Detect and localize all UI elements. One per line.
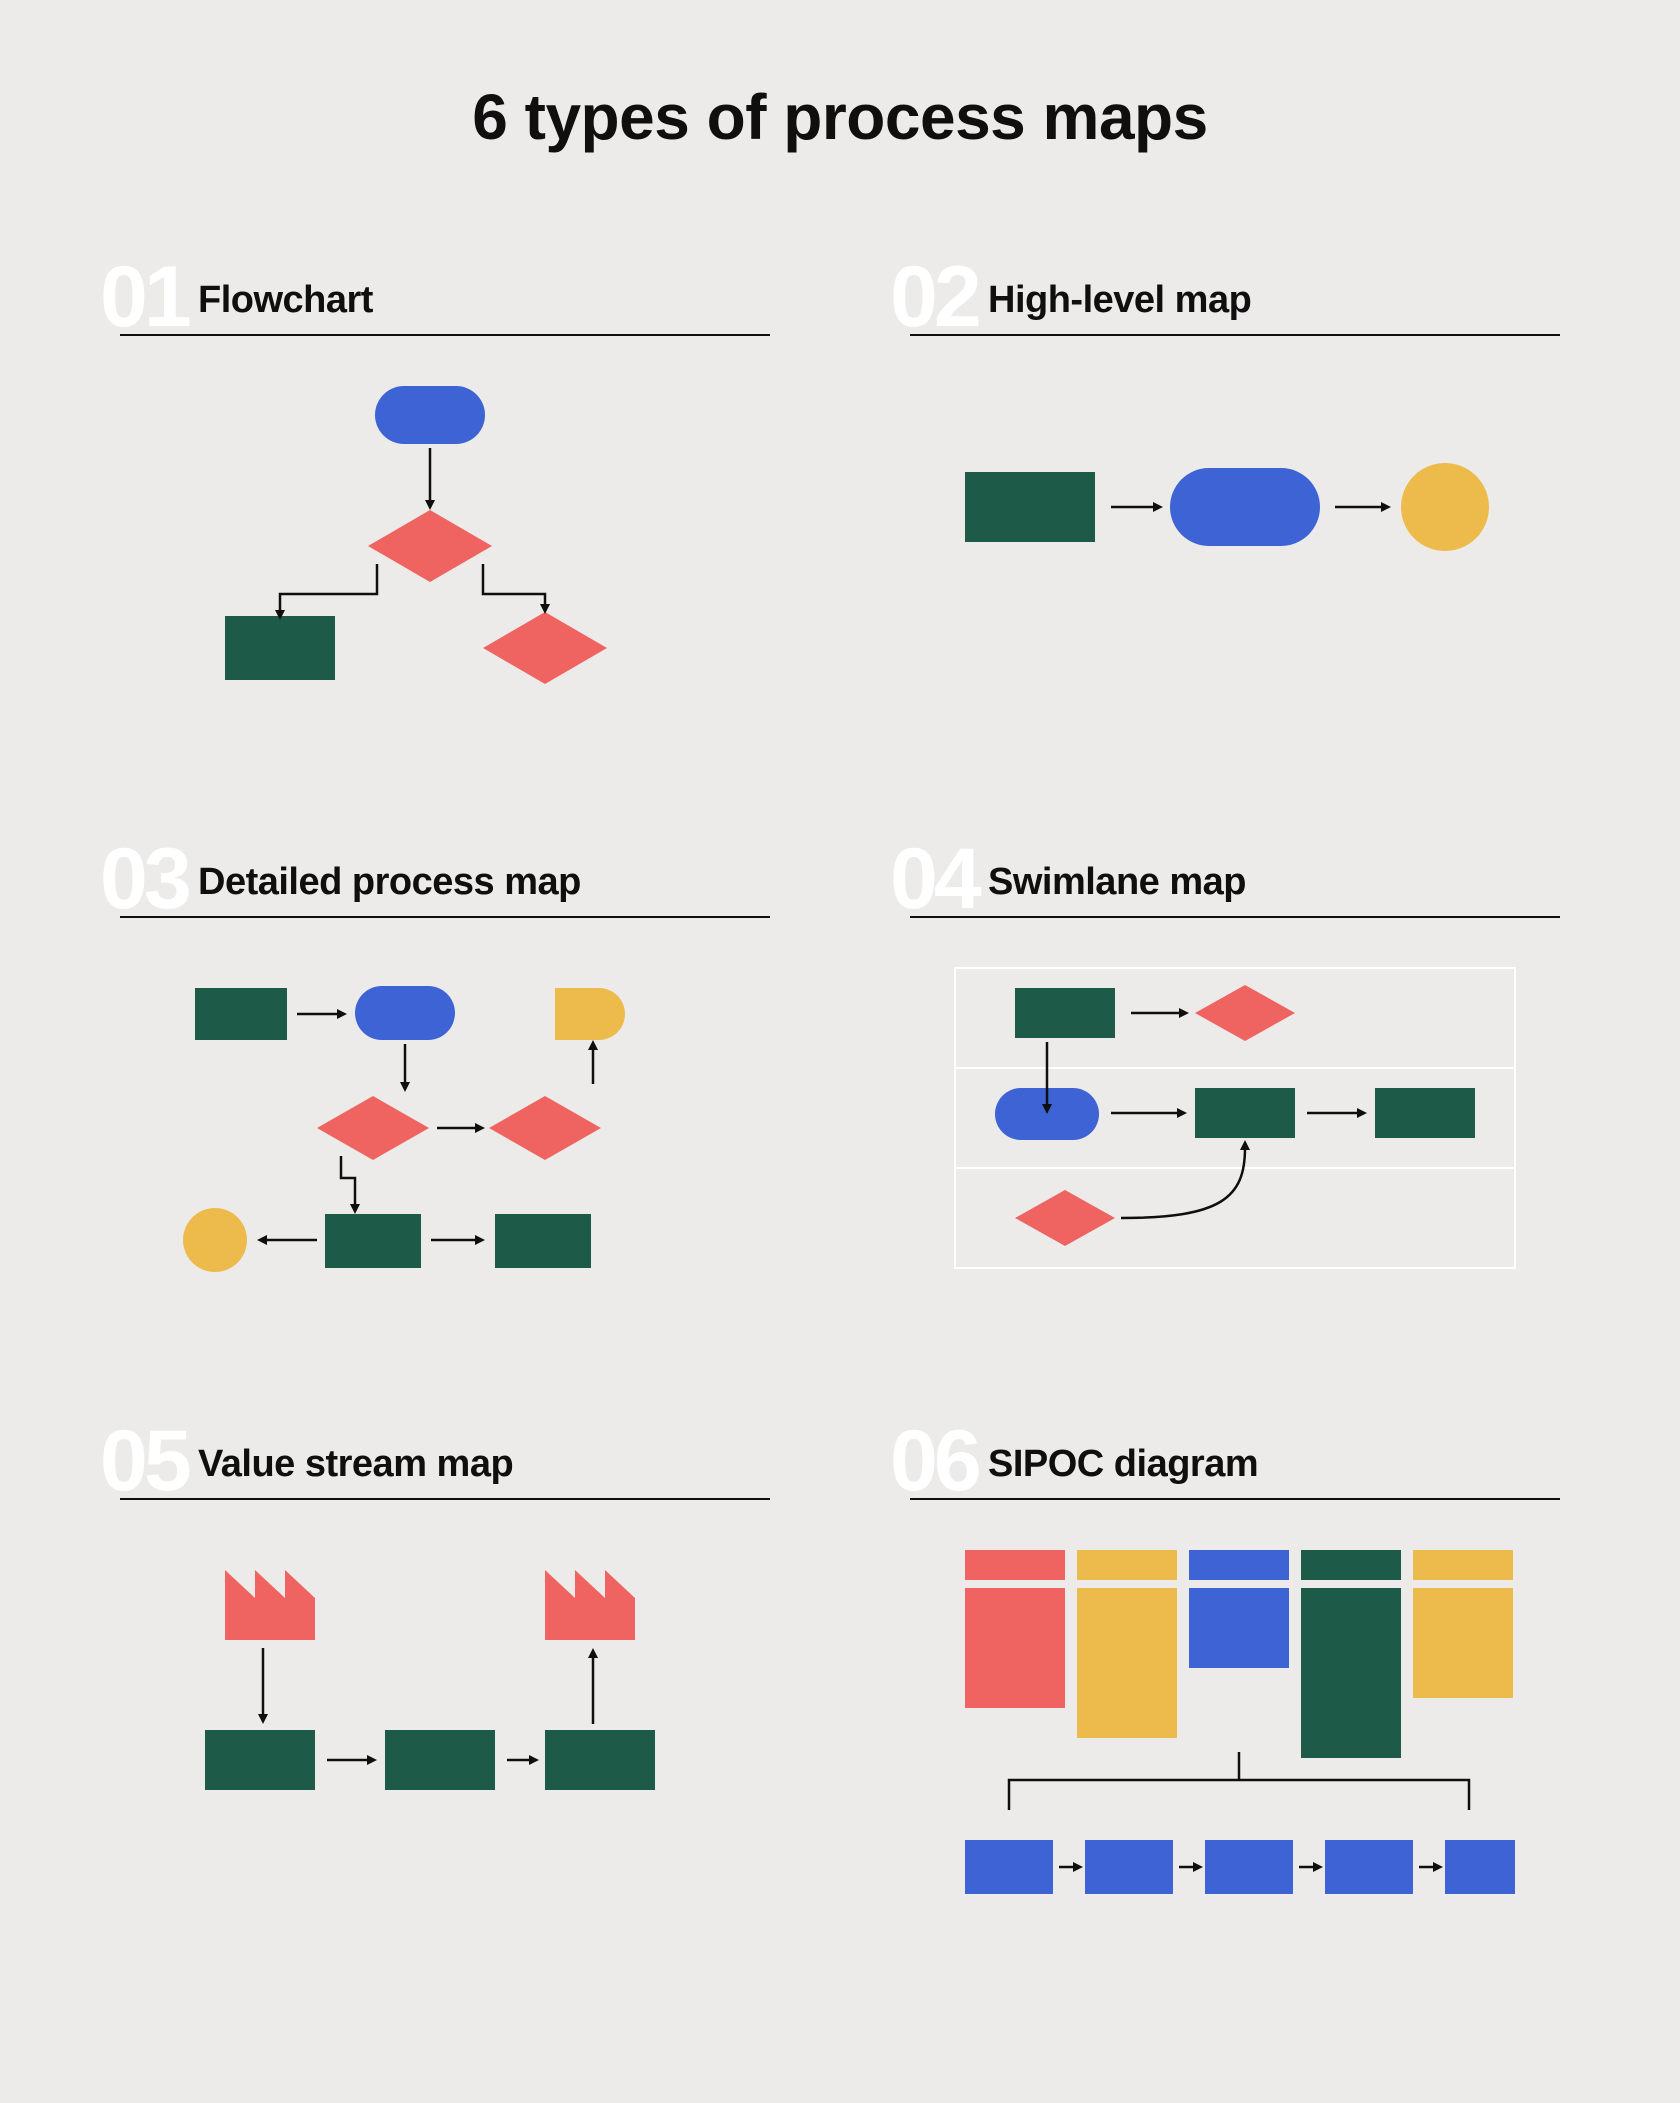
diagram-swimlane — [910, 958, 1560, 1298]
cell-number: 05 — [100, 1418, 188, 1504]
cell-header: 05Value stream map — [120, 1428, 770, 1500]
cell-number: 04 — [890, 836, 978, 922]
cell-header: 02High-level map — [910, 264, 1560, 336]
cell-header: 06SIPOC diagram — [910, 1428, 1560, 1500]
cell-title: Value stream map — [198, 1443, 513, 1486]
cell-header: 04Swimlane map — [910, 846, 1560, 918]
cell-number: 03 — [100, 836, 188, 922]
cell-header: 01Flowchart — [120, 264, 770, 336]
diagram-flowchart — [120, 376, 770, 716]
cell-number: 02 — [890, 254, 978, 340]
cell-flowchart: 01Flowchart — [120, 264, 770, 716]
diagram-grid: 01Flowchart 02High-level map 03Detailed pr… — [120, 264, 1560, 1920]
diagram-sipoc — [910, 1540, 1560, 1920]
cell-swimlane-map: 04Swimlane map — [910, 846, 1560, 1298]
diagram-flowchart — [910, 376, 1560, 636]
cell-number: 06 — [890, 1418, 978, 1504]
cell-title: Flowchart — [198, 279, 373, 322]
cell-title: Swimlane map — [988, 861, 1246, 904]
cell-title: High-level map — [988, 279, 1251, 322]
page-title: 6 types of process maps — [120, 80, 1560, 154]
cell-sipoc-diagram: 06SIPOC diagram — [910, 1428, 1560, 1920]
cell-number: 01 — [100, 254, 188, 340]
cell-header: 03Detailed process map — [120, 846, 770, 918]
cell-detailed-process-map: 03Detailed process map — [120, 846, 770, 1298]
diagram-flowchart — [120, 958, 770, 1298]
cell-value-stream-map: 05Value stream map — [120, 1428, 770, 1920]
diagram-flowchart — [120, 1540, 770, 1880]
cell-title: Detailed process map — [198, 861, 581, 904]
cell-title: SIPOC diagram — [988, 1443, 1258, 1486]
cell-high-level-map: 02High-level map — [910, 264, 1560, 716]
